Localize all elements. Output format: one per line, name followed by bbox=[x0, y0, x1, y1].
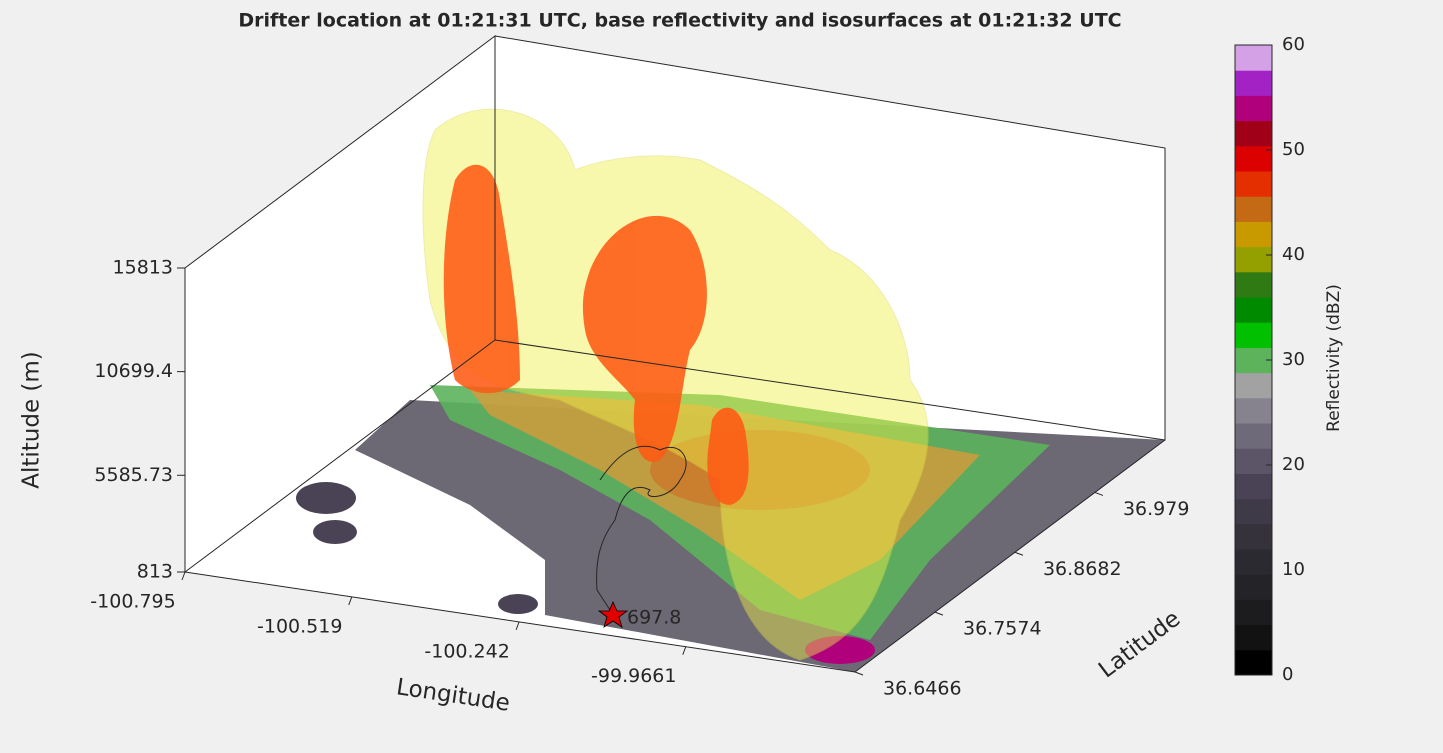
colorbar-band bbox=[1235, 398, 1272, 424]
colorbar-band bbox=[1235, 473, 1272, 499]
z-tick-label: 10699.4 bbox=[94, 360, 173, 382]
colorbar-band bbox=[1235, 45, 1272, 71]
colorbar-band bbox=[1235, 171, 1272, 197]
colorbar-band bbox=[1235, 322, 1272, 348]
colorbar-tick-label: 60 bbox=[1282, 34, 1305, 55]
y-tick-label: 36.8682 bbox=[1043, 558, 1122, 580]
colorbar-band bbox=[1235, 574, 1272, 600]
y-tick-label: 36.6466 bbox=[883, 678, 962, 700]
colorbar-tick-label: 50 bbox=[1282, 139, 1305, 160]
x-tick-label: -99.9661 bbox=[591, 665, 676, 687]
colorbar-label: Reflectivity (dBZ) bbox=[1324, 284, 1344, 432]
colorbar-tick-label: 0 bbox=[1282, 664, 1293, 685]
colorbar-tick-label: 40 bbox=[1282, 244, 1305, 265]
figure: 697.8 Drifter location at 01:21:31 UTC, … bbox=[0, 0, 1443, 753]
x-tick-label: -100.795 bbox=[90, 591, 175, 613]
colorbar-band bbox=[1235, 549, 1272, 575]
colorbar-band bbox=[1235, 196, 1272, 222]
page: 697.8 Drifter location at 01:21:31 UTC, … bbox=[0, 0, 1443, 753]
colorbar-band bbox=[1235, 272, 1272, 298]
colorbar-tick-label: 30 bbox=[1282, 349, 1305, 370]
y-tick-label: 36.7574 bbox=[963, 618, 1042, 640]
colorbar-tick-label: 10 bbox=[1282, 559, 1305, 580]
colorbar-band bbox=[1235, 625, 1272, 651]
annotation: 697.8 bbox=[627, 607, 681, 629]
colorbar-band bbox=[1235, 121, 1272, 147]
colorbar-tick-label: 20 bbox=[1282, 454, 1305, 475]
colorbar-band bbox=[1235, 373, 1272, 399]
z-tick-label: 15813 bbox=[113, 257, 173, 279]
colorbar-band bbox=[1235, 524, 1272, 550]
x-tick-label: -100.519 bbox=[257, 615, 342, 637]
colorbar-band bbox=[1235, 499, 1272, 525]
x-tick-label: -100.242 bbox=[424, 640, 509, 662]
z-axis-label: Altitude (m) bbox=[19, 351, 45, 489]
colorbar-band bbox=[1235, 650, 1272, 676]
colorbar-band bbox=[1235, 423, 1272, 449]
colorbar-band bbox=[1235, 599, 1272, 625]
colorbar-band bbox=[1235, 247, 1272, 273]
z-tick-label: 5585.73 bbox=[94, 464, 173, 486]
chart-title: Drifter location at 01:21:31 UTC, base r… bbox=[238, 10, 1121, 32]
colorbar-band bbox=[1235, 448, 1272, 474]
z-tick-label: 813 bbox=[137, 561, 173, 583]
colorbar-band bbox=[1235, 70, 1272, 96]
colorbar-band bbox=[1235, 297, 1272, 323]
y-tick-label: 36.979 bbox=[1123, 498, 1189, 520]
colorbar-band bbox=[1235, 221, 1272, 247]
colorbar-band bbox=[1235, 95, 1272, 121]
